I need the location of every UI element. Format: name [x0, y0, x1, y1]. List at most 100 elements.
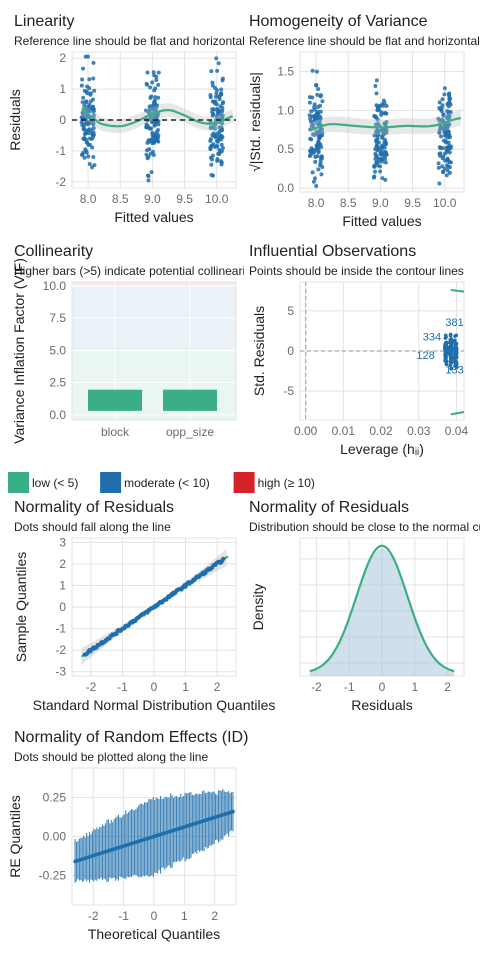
panel-header-homogeneity: Homogeneity of Variance Reference line sh… — [249, 13, 480, 48]
y-axis-label: Density — [250, 584, 266, 631]
data-point — [211, 173, 216, 178]
data-point — [454, 353, 458, 357]
data-point — [219, 127, 224, 132]
data-point — [315, 145, 320, 150]
y-tick-label: 5.0 — [49, 343, 66, 357]
data-point — [315, 92, 320, 97]
legend-swatch — [8, 472, 29, 493]
data-point — [318, 116, 323, 121]
data-point — [318, 93, 323, 98]
x-tick-label: 0.01 — [332, 424, 356, 438]
data-point — [208, 93, 213, 98]
zone-high — [72, 282, 236, 286]
data-point — [374, 91, 379, 96]
data-point — [444, 352, 449, 357]
data-point — [453, 343, 458, 347]
data-point — [380, 135, 385, 140]
data-point — [439, 109, 444, 114]
data-point — [320, 99, 325, 104]
data-point — [208, 125, 213, 130]
data-point — [377, 157, 382, 162]
data-point — [215, 68, 220, 73]
data-point — [443, 356, 448, 360]
data-point — [383, 177, 388, 182]
data-point — [312, 102, 317, 107]
density-area — [309, 548, 455, 676]
data-point — [156, 122, 161, 127]
data-point — [81, 136, 86, 141]
data-point — [447, 133, 452, 138]
data-point — [144, 122, 149, 127]
leverage-points — [443, 332, 459, 371]
data-point — [220, 145, 225, 150]
legend-swatch — [100, 472, 122, 493]
data-point — [219, 149, 224, 154]
data-point — [374, 115, 379, 120]
data-point — [440, 164, 445, 169]
data-point — [90, 97, 95, 102]
data-point — [317, 129, 322, 134]
data-point — [214, 102, 219, 107]
data-point — [375, 105, 380, 110]
data-point — [148, 85, 153, 90]
y-tick-label: 2 — [59, 51, 66, 65]
x-tick-label: -2 — [86, 680, 97, 694]
data-point — [209, 69, 214, 74]
data-point — [87, 86, 92, 91]
legend-label: high (≥ 10) — [258, 476, 315, 490]
data-point — [313, 159, 318, 164]
data-point — [448, 363, 453, 368]
y-tick-label: 10.0 — [43, 279, 67, 293]
y-tick-label: -5 — [283, 384, 294, 398]
y-tick-label: 7.5 — [49, 311, 66, 325]
data-point — [210, 80, 215, 85]
panel-header-linearity: Linearity Reference line should be flat a… — [14, 13, 245, 48]
chart-subtitle: Reference line should be flat and horizo… — [249, 34, 480, 48]
data-point — [384, 103, 389, 108]
vif-bar — [163, 389, 217, 411]
data-point — [443, 151, 448, 156]
panel-header-collinearity: Collinearity Higher bars (>5) indicate po… — [14, 243, 244, 278]
data-point — [311, 122, 316, 127]
data-point — [307, 100, 312, 105]
data-point — [311, 132, 316, 137]
chart-subtitle: Dots should be plotted along the line — [14, 750, 208, 764]
data-point — [212, 99, 217, 104]
data-point — [220, 108, 225, 113]
data-point — [378, 169, 383, 174]
data-point — [219, 134, 224, 139]
y-tick-label: 0 — [287, 344, 294, 358]
data-point — [221, 556, 226, 561]
data-point — [444, 362, 449, 367]
data-point — [446, 140, 451, 145]
data-point — [448, 359, 453, 364]
data-point — [374, 160, 379, 165]
data-point — [156, 95, 161, 100]
data-point — [438, 126, 443, 131]
data-point — [315, 154, 320, 159]
data-point — [210, 107, 215, 112]
data-point — [443, 333, 448, 338]
data-point — [217, 97, 222, 102]
data-point — [447, 150, 452, 155]
x-tick-label: 9.5 — [404, 196, 421, 210]
x-tick-label: 2 — [211, 909, 218, 923]
data-point — [148, 137, 153, 142]
y-tick-label: 1.0 — [277, 103, 294, 117]
data-point — [436, 165, 441, 170]
data-point — [444, 340, 449, 345]
data-point — [215, 158, 220, 163]
chart-title: Influential Observations — [249, 243, 416, 260]
vif-legend: low (< 5) moderate (< 10) high (≥ 10) — [8, 472, 315, 493]
data-point — [84, 99, 89, 104]
data-point — [379, 150, 384, 155]
y-axis-label: Sample Quantiles — [13, 552, 29, 663]
chart-subtitle: Reference line should be flat and horizo… — [14, 34, 245, 48]
plot-panel — [71, 281, 237, 421]
data-point — [218, 113, 223, 118]
chart-title: Normality of Residuals — [14, 499, 174, 516]
y-tick-label: 0.5 — [277, 142, 294, 156]
data-point — [210, 113, 215, 118]
legend-swatch — [233, 472, 255, 493]
data-point — [149, 170, 154, 175]
